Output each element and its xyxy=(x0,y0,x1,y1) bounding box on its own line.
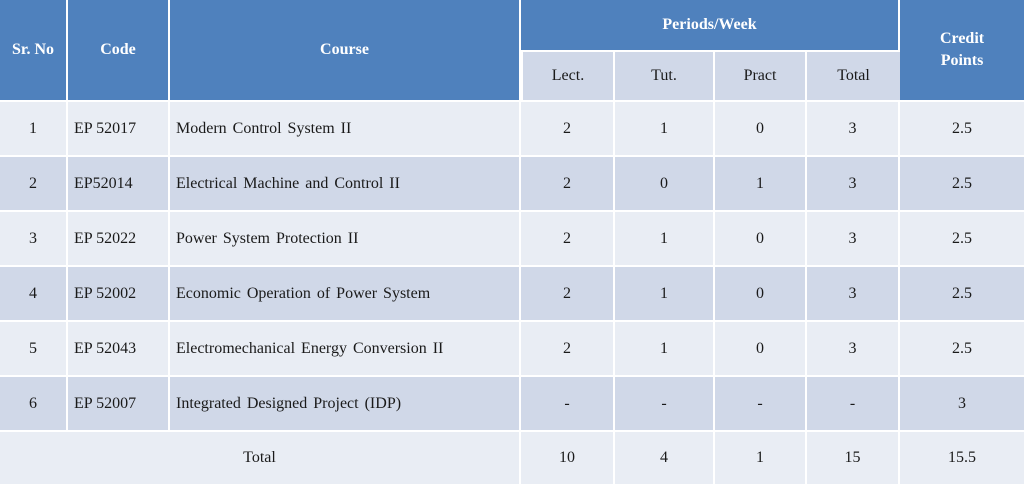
cell-course: Economic Operation of Power System xyxy=(170,267,521,322)
cell-lect: 2 xyxy=(521,322,615,377)
cell-total: - xyxy=(807,377,901,432)
header-pract: Pract xyxy=(715,52,807,102)
totals-credit: 15.5 xyxy=(900,432,1024,486)
cell-code: EP 52043 xyxy=(68,322,170,377)
cell-credit: 3 xyxy=(900,377,1024,432)
header-tut: Tut. xyxy=(615,52,715,102)
cell-tut: 1 xyxy=(615,322,715,377)
cell-sr: 1 xyxy=(0,102,68,157)
header-row-sub: Lect. Tut. Pract Total xyxy=(0,52,1024,102)
cell-tut: 0 xyxy=(615,157,715,212)
cell-lect: 2 xyxy=(521,267,615,322)
table-row: 6 EP 52007 Integrated Designed Project (… xyxy=(0,377,1024,432)
header-credit-points: Credit Points xyxy=(900,0,1024,102)
cell-total: 3 xyxy=(807,102,901,157)
table-row: 2 EP52014 Electrical Machine and Control… xyxy=(0,157,1024,212)
header-code: Code xyxy=(68,0,170,102)
table-row: 1 EP 52017 Modern Control System II 2 1 … xyxy=(0,102,1024,157)
cell-code: EP 52017 xyxy=(68,102,170,157)
cell-total: 3 xyxy=(807,212,901,267)
cell-credit: 2.5 xyxy=(900,212,1024,267)
cell-credit: 2.5 xyxy=(900,322,1024,377)
table-row: 4 EP 52002 Economic Operation of Power S… xyxy=(0,267,1024,322)
cell-lect: 2 xyxy=(521,102,615,157)
cell-pract: 0 xyxy=(715,267,807,322)
cell-lect: 2 xyxy=(521,212,615,267)
header-total: Total xyxy=(807,52,901,102)
cell-tut: 1 xyxy=(615,267,715,322)
cell-lect: - xyxy=(521,377,615,432)
cell-sr: 4 xyxy=(0,267,68,322)
cell-tut: - xyxy=(615,377,715,432)
header-course: Course xyxy=(170,0,521,102)
cell-pract: - xyxy=(715,377,807,432)
cell-sr: 6 xyxy=(0,377,68,432)
totals-row: Total 10 4 1 15 15.5 xyxy=(0,432,1024,486)
totals-lect: 10 xyxy=(521,432,615,486)
header-sr-no: Sr. No xyxy=(0,0,68,102)
cell-pract: 0 xyxy=(715,102,807,157)
cell-course: Modern Control System II xyxy=(170,102,521,157)
cell-sr: 3 xyxy=(0,212,68,267)
cell-code: EP 52002 xyxy=(68,267,170,322)
cell-credit: 2.5 xyxy=(900,157,1024,212)
cell-pract: 0 xyxy=(715,322,807,377)
cell-course: Electrical Machine and Control II xyxy=(170,157,521,212)
header-row-top: Sr. No Code Course Periods/Week Credit P… xyxy=(0,0,1024,102)
cell-total: 3 xyxy=(807,157,901,212)
cell-lect: 2 xyxy=(521,157,615,212)
totals-total: 15 xyxy=(807,432,901,486)
cell-credit: 2.5 xyxy=(900,267,1024,322)
cell-total: 3 xyxy=(807,267,901,322)
cell-code: EP52014 xyxy=(68,157,170,212)
cell-code: EP 52022 xyxy=(68,212,170,267)
totals-label: Total xyxy=(0,432,521,486)
header-lect: Lect. xyxy=(521,52,615,102)
cell-code: EP 52007 xyxy=(68,377,170,432)
table-row: 3 EP 52022 Power System Protection II 2 … xyxy=(0,212,1024,267)
cell-tut: 1 xyxy=(615,212,715,267)
header-periods-week: Periods/Week xyxy=(521,0,901,52)
table-row: 5 EP 52043 Electromechanical Energy Conv… xyxy=(0,322,1024,377)
totals-tut: 4 xyxy=(615,432,715,486)
cell-course: Power System Protection II xyxy=(170,212,521,267)
cell-sr: 5 xyxy=(0,322,68,377)
cell-tut: 1 xyxy=(615,102,715,157)
cell-sr: 2 xyxy=(0,157,68,212)
cell-pract: 0 xyxy=(715,212,807,267)
totals-pract: 1 xyxy=(715,432,807,486)
cell-credit: 2.5 xyxy=(900,102,1024,157)
cell-course: Electromechanical Energy Conversion II xyxy=(170,322,521,377)
cell-pract: 1 xyxy=(715,157,807,212)
cell-course: Integrated Designed Project (IDP) xyxy=(170,377,521,432)
cell-total: 3 xyxy=(807,322,901,377)
